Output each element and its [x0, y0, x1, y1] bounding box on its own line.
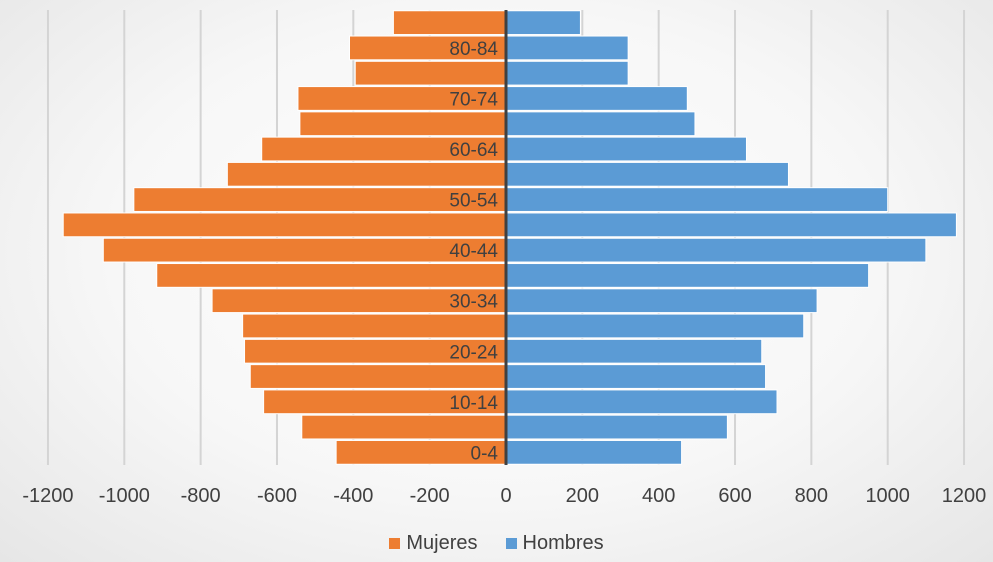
x-tick-label--1000: -1000: [99, 485, 150, 507]
bar-hombres-40-44: [505, 237, 927, 263]
bar-mujeres-75-79: [354, 60, 507, 86]
legend-swatch-hombres: [505, 538, 517, 549]
x-tick-label-1000: 1000: [865, 485, 910, 507]
x-tick-label-600: 600: [718, 485, 751, 507]
category-label-40-44: 40-44: [449, 241, 498, 262]
legend-item-hombres: Hombres: [505, 532, 604, 555]
bar-hombres-75-79: [505, 60, 629, 86]
legend-label-hombres: Hombres: [522, 532, 604, 554]
bar-mujeres-45-49: [62, 212, 507, 238]
legend-swatch-mujeres: [389, 538, 401, 549]
bar-hombres-85+: [505, 10, 581, 36]
bar-hombres-50-54: [505, 187, 889, 212]
bar-mujeres-35-39: [156, 263, 507, 288]
bar-hombres-25-29: [505, 313, 805, 339]
bar-hombres-45-49: [505, 212, 957, 238]
bar-mujeres-5-9: [301, 414, 507, 440]
category-label-30-34: 30-34: [449, 292, 498, 313]
bar-mujeres-55-59: [226, 161, 507, 187]
bar-hombres-20-24: [505, 338, 763, 364]
x-tick-label--800: -800: [181, 485, 221, 507]
bar-mujeres-40-44: [102, 237, 507, 263]
bar-mujeres-15-19: [249, 364, 507, 389]
x-tick-label-1200: 1200: [942, 485, 987, 507]
bar-hombres-30-34: [505, 288, 818, 314]
category-label-10-14: 10-14: [449, 393, 498, 414]
bar-mujeres-85+: [392, 10, 507, 36]
category-label-80-84: 80-84: [449, 39, 498, 60]
x-tick-label--600: -600: [257, 485, 297, 507]
x-tick-label-200: 200: [566, 485, 599, 507]
bar-hombres-35-39: [505, 263, 870, 288]
x-tick-label--1200: -1200: [22, 485, 73, 507]
legend-item-mujeres: Mujeres: [389, 532, 478, 555]
category-label-20-24: 20-24: [449, 342, 498, 363]
bar-hombres-15-19: [505, 364, 767, 389]
bar-hombres-60-64: [505, 136, 747, 162]
x-tick-label--200: -200: [410, 485, 450, 507]
x-tick-label-400: 400: [642, 485, 675, 507]
bar-mujeres-25-29: [242, 313, 507, 339]
bar-hombres-10-14: [505, 389, 778, 415]
category-label-70-74: 70-74: [449, 89, 498, 110]
legend-label-mujeres: Mujeres: [406, 532, 478, 554]
bar-mujeres-65-69: [299, 111, 507, 137]
bar-hombres-70-74: [505, 86, 688, 111]
category-label-0-4: 0-4: [471, 443, 499, 464]
bar-hombres-80-84: [505, 35, 629, 61]
bar-hombres-65-69: [505, 111, 696, 137]
x-tick-label--400: -400: [333, 485, 373, 507]
category-label-60-64: 60-64: [449, 140, 498, 161]
x-tick-label-0: 0: [500, 485, 511, 507]
bar-hombres-0-4: [505, 439, 683, 465]
category-label-50-54: 50-54: [449, 191, 498, 212]
bar-hombres-55-59: [505, 161, 789, 187]
bar-hombres-5-9: [505, 414, 728, 440]
x-tick-label-800: 800: [795, 485, 828, 507]
chart-plot-area: 0-4 10-14 20-24 30-34 40-44 50-54 60-64 70-74 80…: [22, 10, 987, 507]
legend: Mujeres Hombres: [0, 532, 993, 562]
